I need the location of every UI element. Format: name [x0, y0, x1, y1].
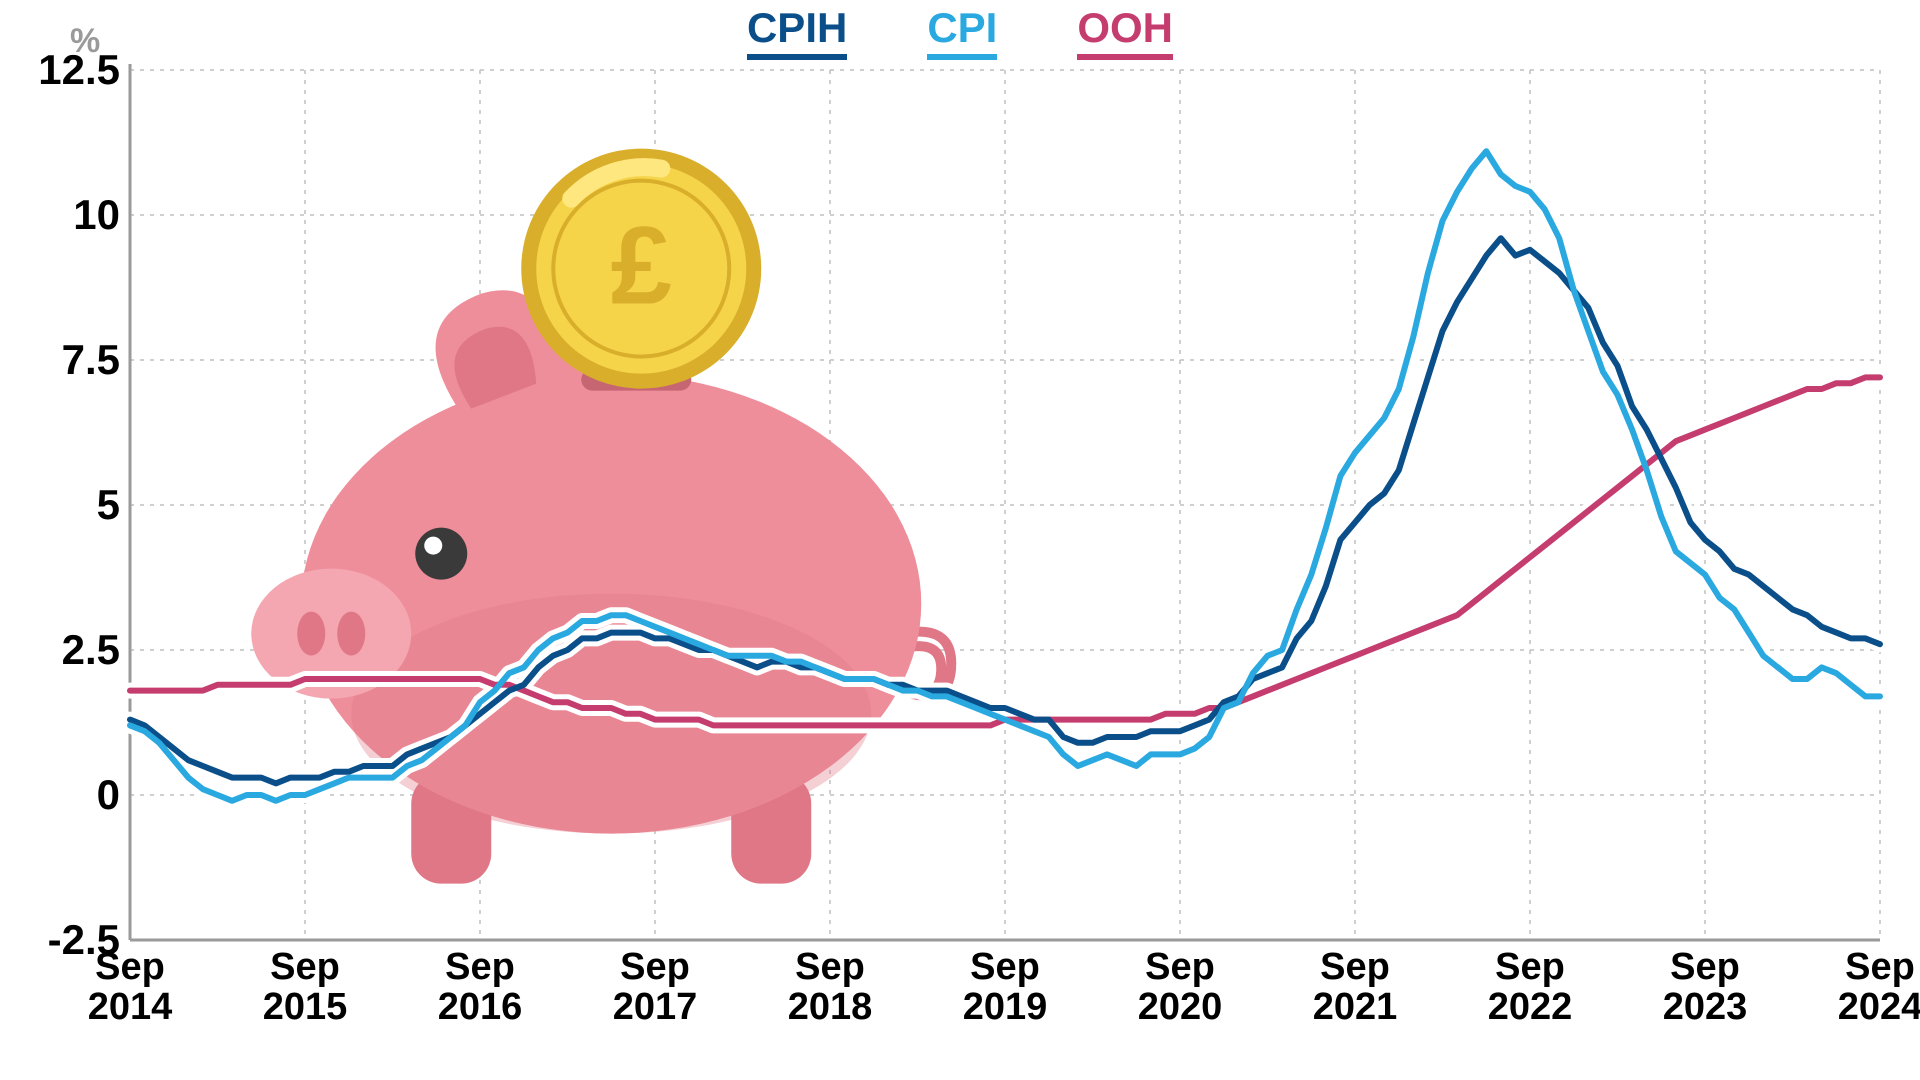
y-tick-label: 10 [10, 191, 120, 239]
y-tick-label: 5 [10, 481, 120, 529]
x-tick-label: Sep 2014 [60, 948, 200, 1028]
x-tick-label: Sep 2015 [235, 948, 375, 1028]
x-tick-label: Sep 2024 [1810, 948, 1920, 1028]
legend-item-CPI: CPI [927, 4, 997, 60]
legend-item-OOH: OOH [1077, 4, 1173, 60]
y-tick-label: 12.5 [10, 46, 120, 94]
y-tick-label: 2.5 [10, 626, 120, 674]
y-tick-label: 0 [10, 771, 120, 819]
inflation-line-chart: CPIHCPIOOH % £ -2.502.557.51012.5Sep 201… [0, 0, 1920, 1080]
svg-text:£: £ [611, 205, 672, 328]
y-tick-label: 7.5 [10, 336, 120, 384]
x-tick-label: Sep 2021 [1285, 948, 1425, 1028]
x-tick-label: Sep 2020 [1110, 948, 1250, 1028]
x-tick-label: Sep 2022 [1460, 948, 1600, 1028]
legend: CPIH CPI OOH [0, 4, 1920, 60]
legend-item-CPIH: CPIH [747, 4, 847, 60]
x-tick-label: Sep 2018 [760, 948, 900, 1028]
x-tick-label: Sep 2019 [935, 948, 1075, 1028]
x-tick-label: Sep 2023 [1635, 948, 1775, 1028]
plot-area: £ [0, 0, 1920, 1080]
x-tick-label: Sep 2017 [585, 948, 725, 1028]
x-tick-label: Sep 2016 [410, 948, 550, 1028]
